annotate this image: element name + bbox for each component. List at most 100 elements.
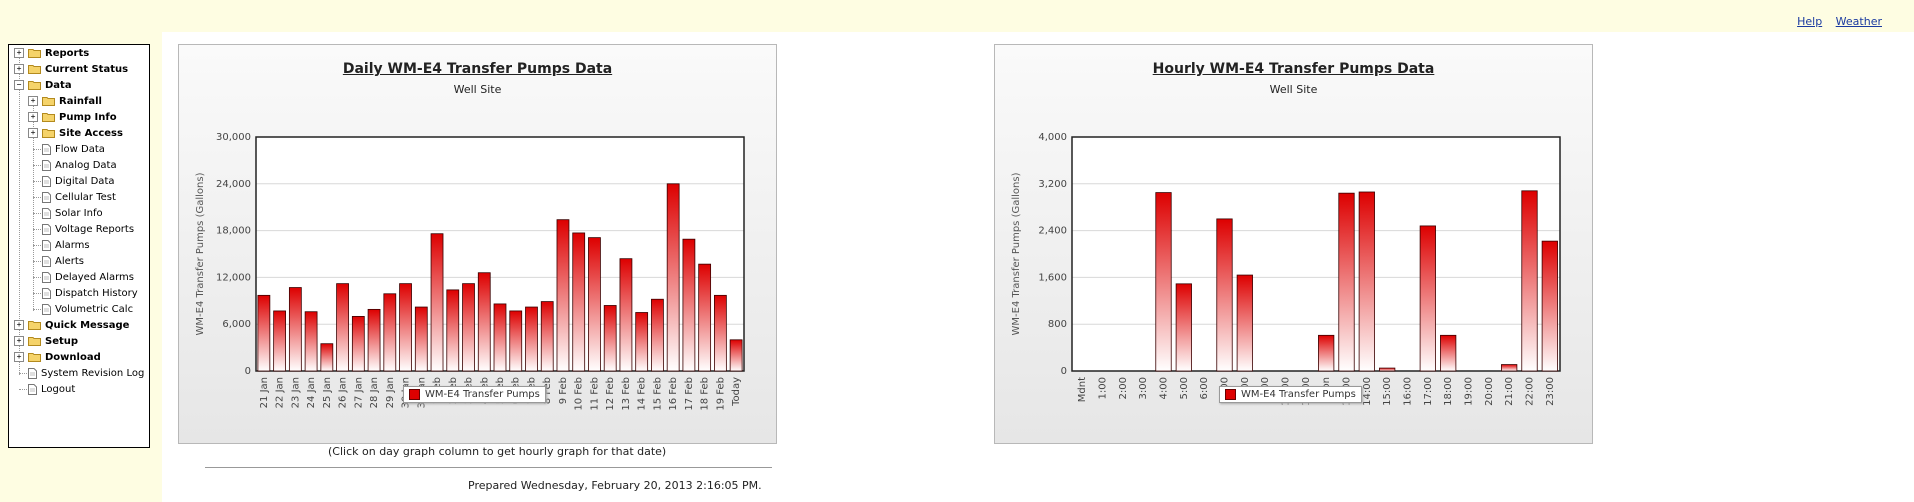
bar[interactable] <box>1175 283 1192 372</box>
collapse-icon[interactable]: − <box>14 80 24 90</box>
bar[interactable] <box>1318 334 1335 372</box>
bar[interactable] <box>414 306 428 372</box>
expand-icon[interactable]: + <box>14 352 24 362</box>
x-tick-label: 23 Jan <box>290 377 301 408</box>
bar[interactable] <box>288 287 302 372</box>
bar[interactable] <box>714 294 727 372</box>
sidebar-item-alarms[interactable]: Alarms <box>28 238 90 252</box>
bar[interactable] <box>477 272 491 372</box>
bar[interactable] <box>430 233 444 372</box>
x-tick-label: 23:00 <box>1545 377 1556 406</box>
bar[interactable] <box>603 305 617 372</box>
sidebar-item-quick-message[interactable]: + Quick Message <box>14 318 129 332</box>
x-tick-label: 5:00 <box>1179 377 1190 399</box>
bar[interactable] <box>446 289 460 372</box>
document-icon <box>42 207 51 219</box>
sidebar-item-label: Download <box>45 351 101 363</box>
expand-icon[interactable]: + <box>14 320 24 330</box>
y-tick-label: 18,000 <box>216 226 251 237</box>
sidebar-item-alerts[interactable]: Alerts <box>28 254 84 268</box>
bar[interactable] <box>493 303 507 372</box>
bar[interactable] <box>1379 367 1396 372</box>
sidebar-item-reports[interactable]: + Reports <box>14 46 89 60</box>
sidebar-item-data[interactable]: − Data <box>14 78 72 92</box>
bar[interactable] <box>619 258 633 372</box>
bar[interactable] <box>1440 334 1457 372</box>
bar[interactable] <box>556 219 570 372</box>
x-tick-label: 14:00 <box>1362 377 1373 406</box>
bar[interactable] <box>729 339 743 372</box>
bar[interactable] <box>1236 274 1253 372</box>
hourly-chart[interactable]: 0 800 1,600 2,400 3,200 4,000 Mdnt 1:00 2:00 3:00… <box>995 91 1592 431</box>
bar[interactable] <box>666 183 680 372</box>
sidebar-item-cellular-test[interactable]: Cellular Test <box>28 190 116 204</box>
bar[interactable] <box>509 310 523 372</box>
sidebar-item-label: Current Status <box>45 63 129 75</box>
bar[interactable] <box>351 315 365 372</box>
bar[interactable] <box>1521 190 1538 372</box>
sidebar-item-download[interactable]: + Download <box>14 350 101 364</box>
x-tick-label: 22:00 <box>1525 377 1536 406</box>
sidebar-item-current-status[interactable]: + Current Status <box>14 62 128 76</box>
sidebar-item-digital-data[interactable]: Digital Data <box>28 174 115 188</box>
x-tick-label: 1:00 <box>1098 377 1109 399</box>
bar[interactable] <box>257 294 271 372</box>
tree-guide-line <box>33 181 41 182</box>
expand-icon[interactable]: + <box>14 64 24 74</box>
expand-icon[interactable]: + <box>28 128 38 138</box>
sidebar-item-logout[interactable]: Logout <box>14 382 75 396</box>
folder-icon <box>42 129 55 138</box>
help-link[interactable]: Help <box>1797 15 1823 28</box>
bar[interactable] <box>1216 218 1233 372</box>
bar[interactable] <box>635 312 649 372</box>
bar[interactable] <box>540 301 554 372</box>
y-tick-label: 24,000 <box>216 179 251 190</box>
sidebar-item-analog-data[interactable]: Analog Data <box>28 158 117 172</box>
tree-guide-line <box>19 53 20 375</box>
hourly-chart-legend: WM-E4 Transfer Pumps <box>1219 386 1362 403</box>
bar[interactable] <box>588 237 601 372</box>
daily-chart[interactable]: 0 6,000 12,000 18,000 24,000 30,000 21 Jan 22 J… <box>179 91 776 431</box>
expand-icon[interactable]: + <box>28 112 38 122</box>
bar[interactable] <box>651 298 664 372</box>
weather-link[interactable]: Weather <box>1835 15 1882 28</box>
sidebar-item-flow-data[interactable]: Flow Data <box>28 142 105 156</box>
sidebar-item-solar-info[interactable]: Solar Info <box>28 206 103 220</box>
bar[interactable] <box>1155 192 1172 372</box>
bar[interactable] <box>1541 240 1558 372</box>
document-icon <box>42 255 51 267</box>
bar[interactable] <box>336 283 349 372</box>
expand-icon[interactable]: + <box>14 336 24 346</box>
sidebar-item-system-revision-log[interactable]: System Revision Log <box>14 366 144 380</box>
bar[interactable] <box>273 310 286 372</box>
sidebar-item-voltage-reports[interactable]: Voltage Reports <box>28 222 134 236</box>
bar[interactable] <box>1358 191 1375 372</box>
sidebar-item-rainfall[interactable]: + Rainfall <box>28 94 102 108</box>
tree-guide-line <box>33 261 41 262</box>
sidebar-item-setup[interactable]: + Setup <box>14 334 78 348</box>
sidebar-item-delayed-alarms[interactable]: Delayed Alarms <box>28 270 134 284</box>
bar[interactable] <box>698 263 712 372</box>
bar[interactable] <box>462 283 475 372</box>
sidebar-item-site-access[interactable]: + Site Access <box>28 126 123 140</box>
bar[interactable] <box>383 293 397 372</box>
expand-icon[interactable]: + <box>14 48 24 58</box>
bar[interactable] <box>367 308 381 372</box>
bar[interactable] <box>1338 192 1355 372</box>
x-tick-label: 13 Feb <box>621 377 632 411</box>
bar[interactable] <box>682 238 696 372</box>
tree-guide-line <box>33 197 41 198</box>
sidebar-item-pump-info[interactable]: + Pump Info <box>28 110 117 124</box>
sidebar-item-dispatch-history[interactable]: Dispatch History <box>28 286 138 300</box>
bar[interactable] <box>304 311 318 372</box>
bar[interactable] <box>1419 225 1436 372</box>
sidebar-item-label: Setup <box>45 335 79 347</box>
bar[interactable] <box>525 306 538 372</box>
bar[interactable] <box>399 283 412 372</box>
bar[interactable] <box>1501 364 1518 372</box>
expand-icon[interactable]: + <box>28 96 38 106</box>
x-tick-label: 15 Feb <box>652 377 663 411</box>
sidebar-item-volumetric-calc[interactable]: Volumetric Calc <box>28 302 133 316</box>
bar[interactable] <box>320 343 334 372</box>
bar[interactable] <box>572 232 586 372</box>
